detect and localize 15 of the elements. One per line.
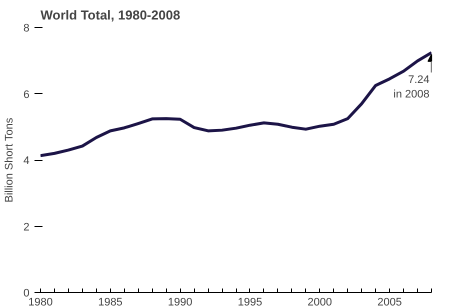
x-tick-label: 2005: [377, 296, 402, 308]
x-tick-label: 1980: [28, 296, 53, 308]
y-tick-label: 2: [23, 221, 30, 234]
x-tick-label: 2000: [308, 296, 332, 308]
y-tick-label: 8: [23, 22, 30, 34]
y-tick-label: 6: [23, 88, 30, 101]
x-tick-label: 1995: [238, 296, 262, 308]
y-tick-label: 0: [23, 288, 30, 300]
x-tick-label: 1990: [168, 296, 192, 308]
y-axis-title: Billion Short Tons: [3, 117, 16, 202]
line-series: [40, 51, 432, 158]
y-tick-label: 4: [23, 155, 30, 167]
annotation: 7.24 in 2008: [393, 74, 430, 101]
x-tick-label: 1985: [98, 296, 123, 308]
chart-title: World Total, 1980-2008: [40, 8, 180, 22]
